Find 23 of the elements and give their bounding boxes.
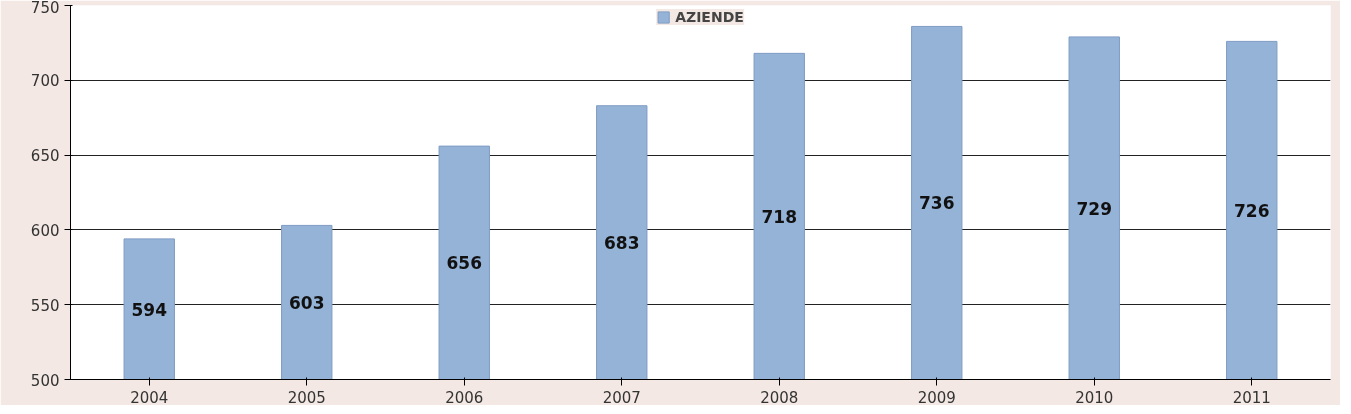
y-tick-label: 600 — [30, 221, 60, 240]
x-tick-label: 2007 — [602, 388, 641, 407]
y-tick-label: 650 — [30, 147, 60, 166]
y-tick-label: 550 — [30, 296, 60, 315]
x-tick-label: 2004 — [130, 388, 169, 407]
y-tick-label: 750 — [30, 0, 60, 17]
x-tick-label: 2006 — [445, 388, 484, 407]
data-label: 683 — [604, 233, 640, 254]
data-label: 729 — [1076, 198, 1113, 219]
x-tick-label: 2008 — [760, 388, 799, 407]
data-label: 726 — [1234, 200, 1270, 221]
data-label: 603 — [289, 292, 325, 313]
data-label: 594 — [131, 299, 168, 320]
x-tick-label: 2011 — [1232, 388, 1271, 407]
data-label: 718 — [761, 206, 798, 227]
y-tick-label: 700 — [30, 72, 60, 91]
x-tick-label: 2009 — [917, 388, 956, 407]
legend-label: AZIENDE — [675, 9, 744, 25]
x-tick-label: 2010 — [1075, 388, 1114, 407]
data-label: 656 — [446, 253, 483, 274]
x-tick-label: 2005 — [287, 388, 326, 407]
data-label: 736 — [919, 193, 955, 214]
y-tick-label: 500 — [30, 371, 60, 390]
